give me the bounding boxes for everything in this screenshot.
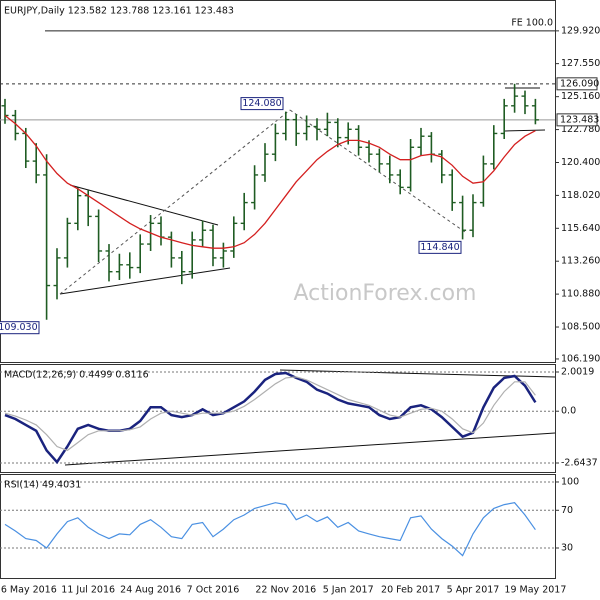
- x-tick-label: 5 Apr 2017: [447, 585, 500, 596]
- panel-title: RSI(14) 49.4031: [4, 480, 81, 491]
- x-tick-label: 22 Nov 2016: [255, 585, 316, 596]
- y-tick-label: 106.190: [561, 353, 600, 364]
- x-tick-label: 7 Oct 2016: [187, 585, 240, 596]
- indicator-line: [4, 376, 536, 452]
- y-tick-label: 100: [561, 476, 579, 487]
- y-tick-label: 108.500: [561, 322, 600, 333]
- y-tick-label: 120.400: [561, 157, 600, 168]
- moving-average: [4, 114, 536, 249]
- level-box: [556, 77, 598, 91]
- y-tick-label: 110.880: [561, 289, 600, 300]
- panel-title: EURJPY,Daily 123.582 123.788 123.161 123…: [4, 6, 234, 17]
- x-tick-label: 11 Jul 2016: [61, 585, 115, 596]
- annotation-box: [240, 97, 284, 111]
- annotation-box: [418, 240, 462, 254]
- trendline: [59, 109, 291, 295]
- y-tick-label: 70: [561, 505, 573, 516]
- y-tick-label: 115.640: [561, 223, 600, 234]
- panel-title: MACD(12,26,9) 0.4499 0.8116: [4, 370, 149, 381]
- trendline: [69, 184, 219, 226]
- annotation: 114.840: [420, 242, 459, 253]
- price-panel: [0, 0, 556, 363]
- y-tick-label: -2.6437: [561, 458, 598, 469]
- level-label: 126.090: [560, 78, 599, 89]
- y-tick-label: 0.0: [561, 406, 576, 417]
- x-tick-label: 26 May 2016: [0, 585, 57, 596]
- indicator-line: [4, 502, 536, 557]
- y-tick-label: 125.160: [561, 91, 600, 102]
- trendline: [64, 432, 556, 466]
- y-tick-label: 2.0019: [561, 366, 594, 377]
- rsi-panel: [0, 474, 556, 579]
- annotation: FE 100.0: [511, 17, 553, 28]
- x-tick-label: 19 May 2017: [504, 585, 566, 596]
- level-label: 123.483: [560, 114, 599, 125]
- annotation: 124.080: [242, 98, 281, 109]
- y-tick-label: 122.780: [561, 124, 600, 135]
- annotation-box: [0, 321, 40, 335]
- macd-panel: [0, 364, 556, 473]
- x-tick-label: 24 Aug 2016: [120, 585, 181, 596]
- watermark: ActionForex.com: [294, 281, 477, 306]
- trendline: [504, 129, 546, 132]
- indicator-line: [4, 371, 537, 465]
- y-tick-label: 118.020: [561, 190, 600, 201]
- trendline: [59, 267, 231, 295]
- x-tick-label: 5 Jan 2017: [323, 585, 374, 596]
- level-box: [556, 113, 598, 127]
- annotation: 109.030: [0, 322, 38, 333]
- y-tick-label: 127.550: [561, 58, 600, 69]
- x-tick-label: 20 Feb 2017: [381, 585, 440, 596]
- y-tick-label: 30: [561, 543, 573, 554]
- y-tick-label: 113.260: [561, 256, 600, 267]
- y-tick-label: 129.920: [561, 25, 600, 36]
